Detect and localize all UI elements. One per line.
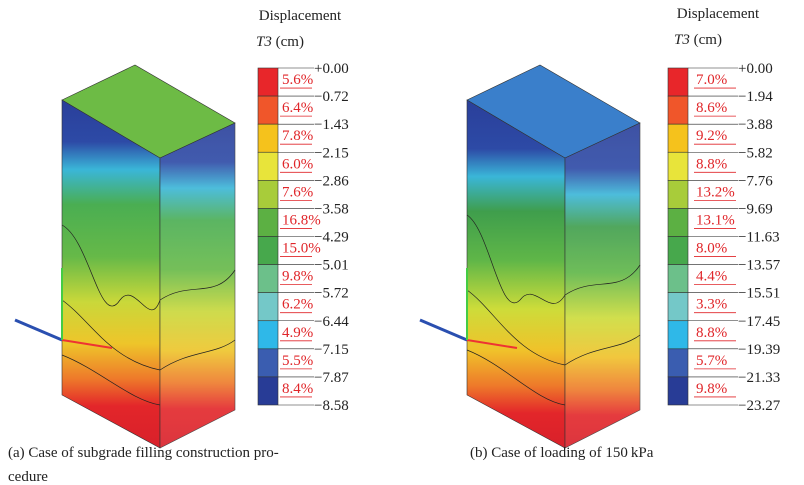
legend-swatch <box>667 320 689 350</box>
legend-percent: 8.0% <box>696 241 727 257</box>
legend-percent: 7.0% <box>696 72 727 88</box>
legend-percent: 5.6% <box>282 72 313 88</box>
legend-swatch <box>667 376 689 406</box>
legend-unit-text: (cm) <box>276 34 304 50</box>
legend-tick-label: −7.76 <box>738 173 773 189</box>
legend-var: T3 <box>674 32 690 48</box>
legend-tick-label: −4.29 <box>314 230 349 246</box>
legend-unit-text: (cm) <box>694 32 722 48</box>
legend-tick-label: −5.82 <box>738 145 773 161</box>
legend-title: Displacement <box>677 6 760 22</box>
legend-swatch <box>257 67 279 97</box>
legend-tick-label: −2.86 <box>314 173 349 189</box>
legend-tick-label: −2.15 <box>314 145 349 161</box>
legend-swatch <box>667 208 689 237</box>
caption: cedure <box>8 469 48 485</box>
caption: (b) Case of loading of 150 kPa <box>470 445 654 461</box>
legend-swatch <box>257 123 279 153</box>
legend-percent: 7.8% <box>282 128 313 144</box>
legend-tick-label: −9.69 <box>738 201 773 217</box>
legend-unit: T3 (cm) <box>674 32 722 48</box>
legend-percent: 16.8% <box>282 212 321 228</box>
legend-tick-label: −11.63 <box>738 230 780 246</box>
legend-percent: 13.2% <box>696 184 735 200</box>
legend-swatch <box>257 151 279 181</box>
legend-percent: 6.0% <box>282 156 313 172</box>
legend-tick-label: −3.58 <box>314 201 349 217</box>
legend-swatch <box>257 292 279 322</box>
legend-percent: 8.4% <box>282 381 313 397</box>
legend-tick-label: −17.45 <box>738 314 780 330</box>
legend-tick-label: −0.72 <box>314 89 349 105</box>
legend-title: Displacement <box>259 8 342 24</box>
legend-tick-label: +0.00 <box>738 61 773 77</box>
legend-tick-label: −19.39 <box>738 342 780 358</box>
legend-percent: 6.2% <box>282 297 313 313</box>
caption: (a) Case of subgrade filling constructio… <box>8 445 279 461</box>
legend-percent: 15.0% <box>282 241 321 257</box>
legend-percent: 8.6% <box>696 100 727 116</box>
legend-swatch <box>667 264 689 293</box>
legend-swatch <box>257 348 279 378</box>
legend-percent: 6.4% <box>282 100 313 116</box>
legend-percent: 13.1% <box>696 212 735 228</box>
legend-percent: 9.2% <box>696 128 727 144</box>
legend-swatch <box>667 348 689 378</box>
legend-percent: 5.7% <box>696 353 727 369</box>
legend-var: T3 <box>256 34 272 50</box>
legend-swatch <box>667 292 689 322</box>
legend-swatch <box>667 67 689 97</box>
legend-tick-label: −7.15 <box>314 342 349 358</box>
legend-tick-label: −21.33 <box>738 370 780 386</box>
legend-swatch <box>667 95 689 125</box>
legend-tick-label: +0.00 <box>314 61 349 77</box>
legend-percent: 4.9% <box>282 325 313 341</box>
legend-swatch <box>257 264 279 293</box>
legend-tick-label: −3.88 <box>738 117 773 133</box>
legend-percent: 5.5% <box>282 353 313 369</box>
legend-tick-label: −1.43 <box>314 117 349 133</box>
legend-tick-label: −13.57 <box>738 258 781 274</box>
legend-swatch <box>667 180 689 209</box>
legend-percent: 7.6% <box>282 184 313 200</box>
legend-tick-label: −1.94 <box>738 89 773 105</box>
legend-percent: 9.8% <box>696 381 727 397</box>
legend-percent: 8.8% <box>696 156 727 172</box>
legend-swatch <box>257 95 279 125</box>
legend-swatch <box>257 180 279 209</box>
legend-tick-label: −8.58 <box>314 398 349 414</box>
legend-tick-label: −5.01 <box>314 258 349 274</box>
legend-swatch <box>257 376 279 406</box>
legend-swatch <box>257 320 279 350</box>
legend-tick-label: −7.87 <box>314 370 349 386</box>
legend-tick-label: −15.51 <box>738 286 780 302</box>
legend-swatch <box>257 208 279 237</box>
legend-percent: 4.4% <box>696 269 727 285</box>
legend-tick-label: −6.44 <box>314 314 349 330</box>
legend-swatch <box>667 151 689 181</box>
legend-percent: 8.8% <box>696 325 727 341</box>
legend-tick-label: −5.72 <box>314 286 349 302</box>
block-b <box>419 64 641 449</box>
legend-tick-label: −23.27 <box>738 398 781 414</box>
legend-percent: 9.8% <box>282 269 313 285</box>
legend-unit: T3 (cm) <box>256 34 304 50</box>
legend-swatch <box>257 236 279 265</box>
legend-swatch <box>667 123 689 153</box>
legend-swatch <box>667 236 689 265</box>
block-a <box>14 64 236 449</box>
legend-percent: 3.3% <box>696 297 727 313</box>
